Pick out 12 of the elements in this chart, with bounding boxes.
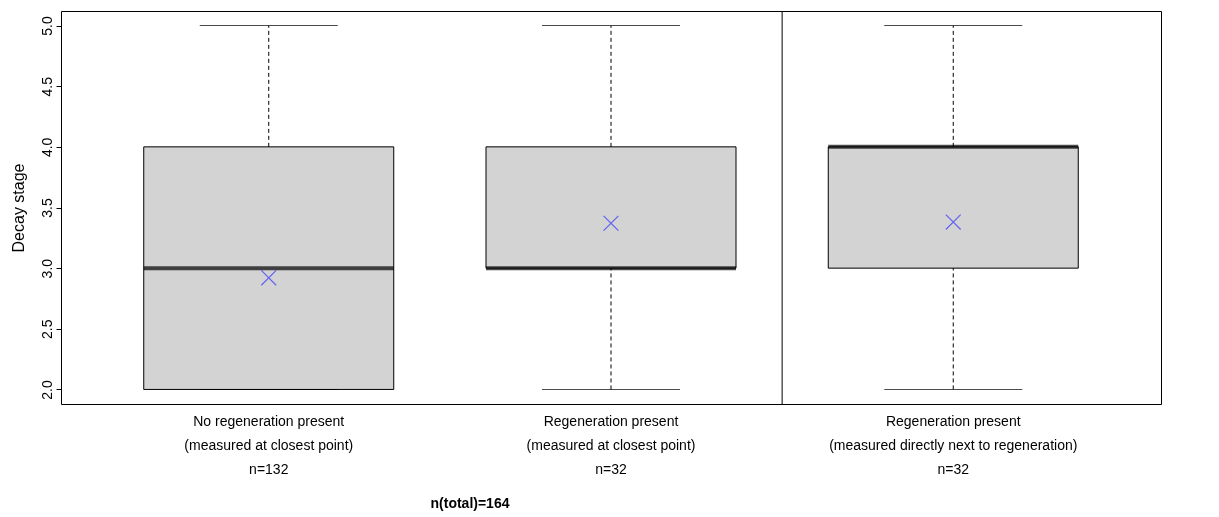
y-tick-label: 3.5 xyxy=(38,198,55,218)
x-tick-label: No regeneration present (measured at closest point) n=132 xyxy=(184,412,354,477)
y-tick-label: 2.0 xyxy=(38,380,55,400)
y-tick-label: 3.0 xyxy=(38,258,55,279)
x-tick-label: Regeneration present (measured at closest point) n=32 xyxy=(526,412,696,477)
y-tick-label: 5.0 xyxy=(38,16,55,36)
x-tick-label: Regeneration present (measured directly next to regeneration) n=32 xyxy=(829,412,1078,477)
y-tick-label: 2.5 xyxy=(38,319,55,340)
y-tick-label: 4.0 xyxy=(38,137,55,158)
y-tick-label: 4.5 xyxy=(38,76,55,97)
text: n(total)=164 xyxy=(429,495,511,511)
y-axis-title: Decay stage xyxy=(9,163,27,253)
